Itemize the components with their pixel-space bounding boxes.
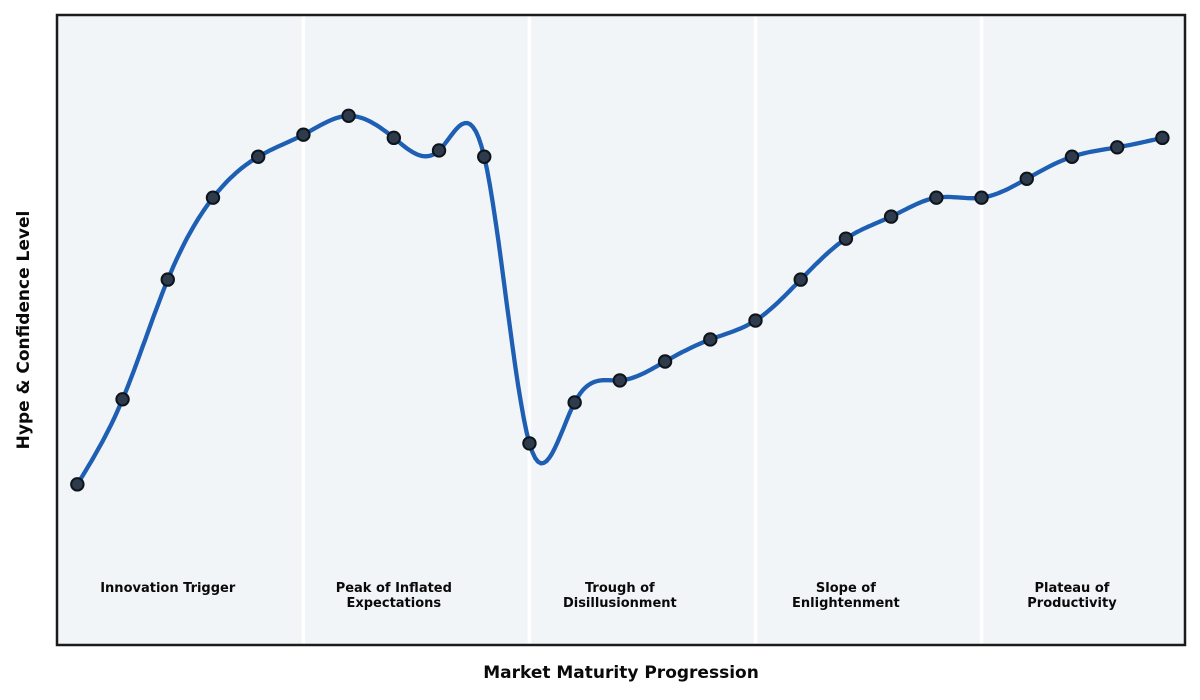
data-point-marker	[567, 395, 582, 410]
plot-area	[57, 15, 1185, 645]
data-point-marker	[657, 354, 673, 369]
phase-label-line: Slope of	[815, 581, 876, 596]
data-point-marker	[341, 108, 356, 124]
y-axis-label: Hype & Confidence Level	[14, 210, 34, 450]
phase-label-line: Enlightenment	[792, 596, 900, 611]
data-point-marker	[115, 392, 130, 407]
data-point-marker	[296, 127, 311, 142]
x-axis-label: Market Maturity Progression	[483, 663, 759, 683]
data-point-marker	[1064, 149, 1080, 164]
phase-label-plateau-of-productivity: Plateau of Productivity	[1027, 581, 1116, 611]
data-point-marker	[748, 313, 763, 328]
data-point-marker	[205, 190, 221, 205]
phase-label-peak-of-inflated-expectations: Peak of Inflated Expectations	[336, 581, 452, 611]
data-point-marker	[1155, 130, 1170, 146]
data-point-marker	[883, 209, 899, 224]
data-point-marker	[974, 190, 989, 205]
data-point-marker	[250, 149, 266, 164]
phase-label-line: Innovation Trigger	[100, 581, 236, 596]
phase-label-line: Peak of Inflated	[335, 581, 452, 596]
data-point-marker	[522, 436, 537, 451]
data-point-marker	[477, 149, 492, 164]
phase-label-line: Productivity	[1027, 596, 1117, 611]
phase-label-innovation-trigger: Innovation Trigger	[100, 581, 235, 596]
data-point-marker	[70, 477, 85, 492]
phase-label-line: Expectations	[346, 596, 442, 611]
phase-label-slope-of-enlightenment: Slope of Enlightenment	[792, 581, 900, 611]
data-point-marker	[431, 143, 447, 158]
data-point-marker	[386, 130, 402, 146]
plot-border	[55, 13, 1187, 647]
data-point-marker	[160, 272, 175, 287]
data-point-marker	[1109, 140, 1125, 155]
data-point-marker	[838, 231, 854, 246]
data-point-marker	[703, 332, 718, 347]
data-point-marker	[793, 272, 808, 287]
phase-label-line: Plateau of	[1034, 581, 1110, 596]
data-point-marker	[929, 190, 944, 205]
phase-label-line: Trough of	[584, 581, 655, 596]
phase-label-trough-of-disillusionment: Trough of Disillusionment	[563, 581, 677, 611]
data-point-marker	[1019, 171, 1034, 187]
phase-label-line: Disillusionment	[562, 596, 677, 611]
data-point-marker	[612, 373, 628, 388]
